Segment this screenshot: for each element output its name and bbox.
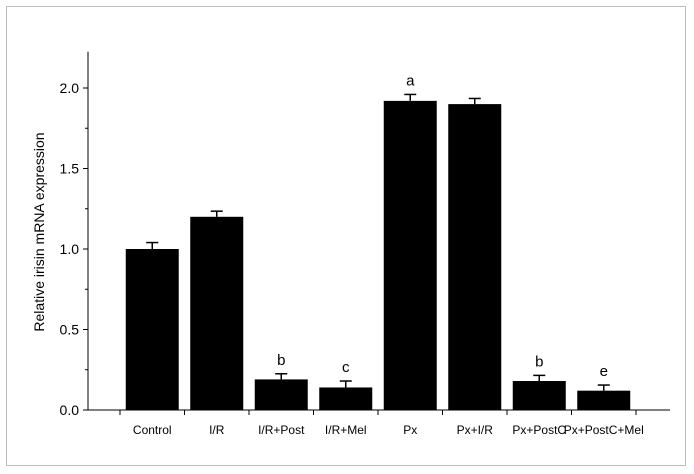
axes [83,51,670,415]
significance-label: b [277,352,285,369]
bar [512,381,566,410]
x-tick-label: I/R [209,423,225,437]
bar [190,216,244,410]
significance-label: e [600,363,608,380]
bar [254,379,308,410]
bar [383,100,437,410]
figure-frame [6,6,686,466]
y-tick-label: 0.5 [60,322,80,338]
significance-label: a [406,72,415,89]
x-tick-label: I/R+Mel [325,423,367,437]
y-tick-label: 2.0 [60,80,80,96]
x-tick-label: Px+PostC [512,423,566,437]
bar [125,249,179,410]
bar [448,104,502,410]
y-tick-label: 1.0 [60,241,80,257]
significance-label: b [535,353,543,370]
y-axis-label: Relative irisin mRNA expression [31,132,47,331]
x-tick-label: I/R+Post [258,423,305,437]
bar [319,387,373,410]
x-tick-label: Px+I/R [457,423,494,437]
x-tick-label: Px+PostC+Mel [564,423,644,437]
bars [125,93,631,410]
y-tick-label: 0.0 [60,402,80,418]
bar [577,390,631,410]
x-tick-label: Control [133,423,172,437]
y-tick-label: 1.5 [60,161,80,177]
x-tick-label: Px [403,423,417,437]
significance-label: c [342,359,350,376]
tick-labels: 0.0 0.5 1.0 1.5 2.0 Control I/R b I/R+Post c I/R+M… [60,72,644,437]
